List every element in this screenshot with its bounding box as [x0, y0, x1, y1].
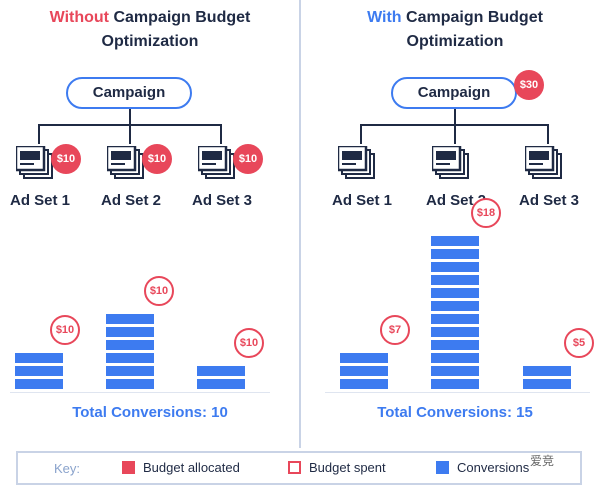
right-conversion-bar-2: [431, 236, 479, 392]
left-budget-allocated-badge-1: $10: [51, 144, 81, 174]
panel-divider: [299, 0, 301, 448]
left-budget-allocated-badge-2: $10: [142, 144, 172, 174]
key-item-budget-allocated: Budget allocated: [122, 460, 240, 478]
conversions-swatch: [436, 461, 449, 474]
conversion-segment: [15, 366, 63, 376]
left-title-rest: Campaign Budget: [109, 9, 251, 26]
right-title-rest: Campaign Budget: [401, 9, 543, 26]
watermark: 爱竞: [530, 454, 555, 468]
key-item-conversions: Conversions: [436, 460, 529, 478]
conversion-segment: [197, 366, 245, 376]
ad-stack-icon: [432, 146, 469, 179]
left-baseline: [10, 392, 270, 393]
ad-stack-icon: [338, 146, 375, 179]
left-title-line2: Optimization: [101, 33, 199, 50]
conversion-segment: [523, 379, 571, 389]
key-item-label: Conversions: [457, 460, 530, 475]
conversion-segment: [431, 262, 479, 272]
right-baseline: [325, 392, 590, 393]
right-adset-label-3: Ad Set 3: [518, 192, 579, 209]
left-adset-1: $10 Ad Set 1: [0, 144, 81, 216]
conversion-segment: [340, 379, 388, 389]
conversion-segment: [197, 379, 245, 389]
conversion-segment: [106, 353, 154, 363]
left-conversion-bar-2: [106, 314, 154, 392]
right-budget-spent-badge-1: $7: [380, 315, 410, 345]
conversion-segment: [523, 366, 571, 376]
right-connector-trunk: [454, 109, 456, 125]
right-adset-2: Ad Set 2: [416, 146, 496, 216]
conversion-segment: [431, 366, 479, 376]
left-campaign-box: Campaign: [66, 77, 192, 109]
left-panel: Without Campaign Budget Optimization Cam…: [0, 0, 300, 440]
right-budget-spent-badge-3: $5: [564, 328, 594, 358]
right-connector-1: [360, 124, 362, 144]
conversion-segment: [106, 340, 154, 350]
conversion-segment: [431, 288, 479, 298]
conversion-segment: [431, 379, 479, 389]
left-total-conversions: Total Conversions: 10: [72, 404, 228, 421]
left-budget-allocated-badge-3: $10: [233, 144, 263, 174]
key-item-label: Budget allocated: [143, 460, 240, 475]
left-adset-3: $10 Ad Set 3: [182, 144, 263, 216]
key-item-budget-spent: Budget spent: [288, 460, 386, 478]
left-connector-3: [220, 124, 222, 144]
left-budget-spent-badge-1: $10: [50, 315, 80, 345]
left-connector-1: [38, 124, 40, 144]
ad-stack-icon: [107, 146, 144, 179]
right-adset-label-1: Ad Set 1: [331, 192, 392, 209]
ad-stack-icon: [525, 146, 562, 179]
right-conversion-bar-1: [340, 353, 388, 392]
left-adset-label-2: Ad Set 2: [100, 192, 161, 209]
conversion-segment: [431, 301, 479, 311]
conversion-segment: [431, 340, 479, 350]
right-connector-2: [454, 124, 456, 144]
left-conversion-bar-3: [197, 366, 245, 392]
right-total-conversions: Total Conversions: 15: [377, 404, 533, 421]
left-title: Without Campaign Budget Optimization: [0, 6, 300, 54]
right-title-line2: Optimization: [406, 33, 504, 50]
conversion-segment: [431, 327, 479, 337]
right-budget-spent-badge-2: $18: [471, 198, 501, 228]
conversion-segment: [431, 275, 479, 285]
conversion-segment: [431, 249, 479, 259]
ad-stack-icon: [198, 146, 235, 179]
left-connector-2: [129, 124, 131, 144]
conversion-segment: [15, 379, 63, 389]
conversion-segment: [431, 353, 479, 363]
right-campaign-box: Campaign: [391, 77, 517, 109]
key-legend: Key: Budget allocated Budget spent Conve…: [16, 451, 582, 485]
ad-stack-icon: [16, 146, 53, 179]
conversion-segment: [106, 327, 154, 337]
left-adset-label-3: Ad Set 3: [191, 192, 252, 209]
right-adset-label-2: Ad Set 2: [425, 192, 486, 209]
right-connector-3: [547, 124, 549, 144]
left-budget-spent-badge-3: $10: [234, 328, 264, 358]
conversion-segment: [431, 236, 479, 246]
conversion-segment: [15, 353, 63, 363]
left-conversion-bar-1: [15, 353, 63, 392]
right-adset-1: Ad Set 1: [322, 146, 402, 216]
budget-allocated-swatch: [122, 461, 135, 474]
conversion-segment: [106, 314, 154, 324]
right-campaign-budget-badge: $30: [514, 70, 544, 100]
left-adset-label-1: Ad Set 1: [9, 192, 70, 209]
budget-spent-swatch: [288, 461, 301, 474]
conversion-segment: [431, 314, 479, 324]
left-title-accent: Without: [49, 9, 110, 26]
left-budget-spent-badge-2: $10: [144, 276, 174, 306]
right-title: With Campaign Budget Optimization: [305, 6, 605, 54]
conversion-segment: [106, 366, 154, 376]
key-item-label: Budget spent: [309, 460, 386, 475]
right-panel: With Campaign Budget Optimization Campai…: [305, 0, 605, 440]
conversion-segment: [340, 353, 388, 363]
conversion-segment: [106, 379, 154, 389]
right-title-accent: With: [367, 9, 402, 26]
right-adset-3: Ad Set 3: [509, 146, 589, 216]
left-connector-trunk: [129, 109, 131, 125]
right-conversion-bar-3: [523, 366, 571, 392]
key-label: Key:: [54, 461, 81, 476]
conversion-segment: [340, 366, 388, 376]
left-adset-2: $10 Ad Set 2: [91, 144, 172, 216]
